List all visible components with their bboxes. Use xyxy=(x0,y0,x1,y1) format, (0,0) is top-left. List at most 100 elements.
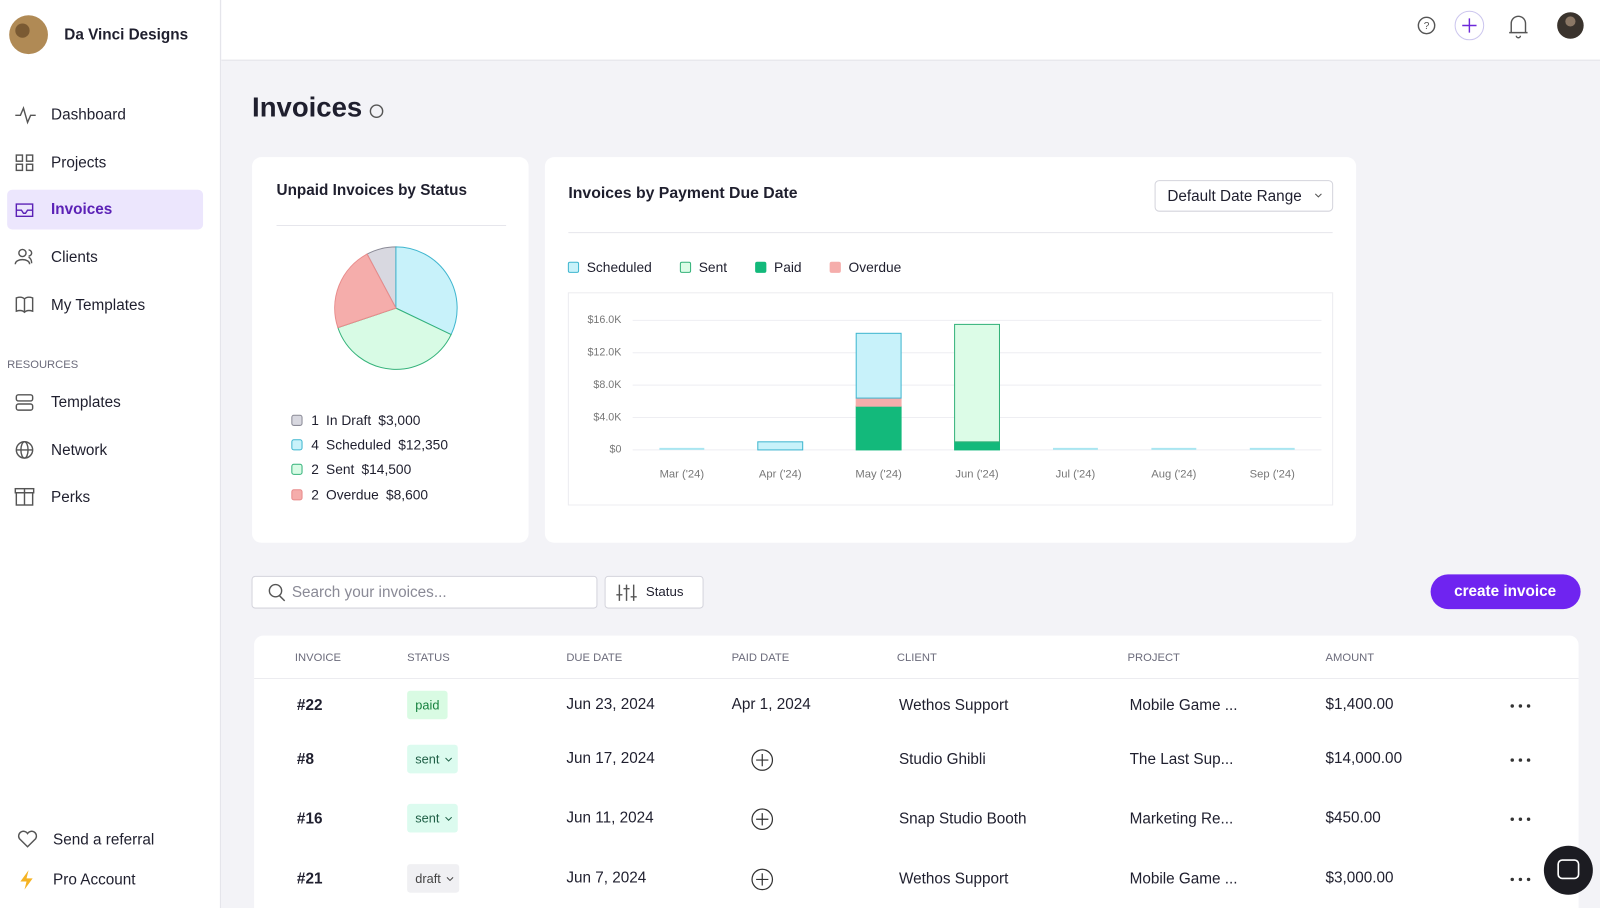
legend-swatch xyxy=(291,439,303,451)
info-icon[interactable] xyxy=(369,104,384,119)
bar-segment xyxy=(757,441,804,451)
row-menu-dot[interactable] xyxy=(1526,704,1531,708)
legend-text: In Draft xyxy=(326,413,371,428)
legend-label: Sent xyxy=(699,260,727,275)
due-date: Jun 11, 2024 xyxy=(566,809,654,826)
row-menu-dot[interactable] xyxy=(1518,877,1523,882)
search-box[interactable] xyxy=(251,575,598,609)
date-range-select[interactable] xyxy=(1154,180,1334,212)
chat-launcher[interactable] xyxy=(1543,845,1593,895)
legend-text: Scheduled xyxy=(326,437,391,452)
pie-slice xyxy=(395,246,458,336)
project: Mobile Game ... xyxy=(1130,697,1238,714)
resource-item[interactable]: Templates xyxy=(51,394,121,411)
bell-icon[interactable] xyxy=(1509,15,1528,39)
column-header: DUE DATE xyxy=(566,652,622,664)
nav-item[interactable]: Invoices xyxy=(51,201,112,218)
add-glyph xyxy=(1462,18,1477,33)
invoice-number[interactable]: #22 xyxy=(297,697,323,714)
resource-item[interactable]: Perks xyxy=(51,489,90,506)
plot-frame xyxy=(567,292,1334,506)
invoice-number[interactable]: #21 xyxy=(297,870,323,887)
status-text: draft xyxy=(415,871,441,886)
row-menu-dot[interactable] xyxy=(1518,758,1523,762)
row-menu-dot[interactable] xyxy=(1526,877,1531,882)
mark-paid-button[interactable] xyxy=(751,749,774,771)
x-tick-label: Jun ('24) xyxy=(955,468,999,480)
pie-slice xyxy=(337,307,452,370)
amount: $450.00 xyxy=(1326,809,1381,826)
invoice-number[interactable]: #16 xyxy=(297,810,323,827)
help-icon[interactable] xyxy=(1417,16,1436,35)
column-header: AMOUNT xyxy=(1326,652,1375,664)
status-pill[interactable] xyxy=(407,803,458,833)
pie-slice xyxy=(334,253,397,329)
nav-item[interactable]: My Templates xyxy=(51,297,145,314)
row-menu-dot[interactable] xyxy=(1510,704,1514,708)
chat-glyph xyxy=(1557,859,1580,880)
amount: $3,000.00 xyxy=(1326,869,1394,886)
invoice-table xyxy=(254,635,1579,908)
mark-paid-button[interactable] xyxy=(751,868,774,891)
project: Marketing Re... xyxy=(1130,810,1234,827)
create-invoice-button[interactable] xyxy=(1430,574,1581,610)
row-menu-dot[interactable] xyxy=(1526,817,1531,821)
bar-segment xyxy=(855,405,902,451)
y-tick-label: $12.0K xyxy=(587,347,622,359)
legend-swatch xyxy=(291,463,303,475)
help-glyph: ? xyxy=(1424,21,1430,32)
nav-item[interactable]: Dashboard xyxy=(51,106,126,123)
row-menu-dot[interactable] xyxy=(1518,704,1523,708)
filter-icon xyxy=(616,584,637,601)
footer-item[interactable]: Send a referral xyxy=(53,832,154,849)
legend-swatch xyxy=(291,414,303,426)
client: Snap Studio Booth xyxy=(899,810,1027,827)
brand-avatar[interactable] xyxy=(9,15,48,55)
date-range-label: Default Date Range xyxy=(1167,188,1301,205)
column-header: CLIENT xyxy=(897,652,937,664)
legend-text: $14,500 xyxy=(361,462,411,477)
y-tick-label: $0 xyxy=(610,444,622,456)
legend-swatch xyxy=(755,261,767,273)
paid-date: Apr 1, 2024 xyxy=(732,696,812,713)
row-menu-dot[interactable] xyxy=(1510,877,1514,882)
mark-paid-glyph xyxy=(756,873,769,886)
chart-title: Unpaid Invoices by Status xyxy=(277,182,467,199)
column-header: STATUS xyxy=(407,652,450,664)
brand-avatar-detail xyxy=(15,23,30,38)
page-title: Invoices xyxy=(252,91,362,122)
projects-icon xyxy=(15,154,34,172)
create-invoice-label: create invoice xyxy=(1454,583,1556,600)
status-filter[interactable] xyxy=(604,575,704,609)
footer-item[interactable]: Pro Account xyxy=(53,872,136,889)
network-icon xyxy=(15,441,34,459)
active-nav-bg xyxy=(7,189,204,230)
nav-item[interactable]: Clients xyxy=(51,249,98,266)
column-header: PAID DATE xyxy=(732,652,790,664)
brand-name[interactable]: Da Vinci Designs xyxy=(64,27,188,44)
status-pill[interactable] xyxy=(407,864,460,893)
sidebar xyxy=(0,0,221,908)
row-menu-dot[interactable] xyxy=(1510,758,1514,762)
row-menu-dot[interactable] xyxy=(1526,758,1531,762)
search-icon-handle xyxy=(279,595,286,602)
resource-item[interactable]: Network xyxy=(51,442,107,459)
y-tick-label: $16.0K xyxy=(587,314,622,326)
legend-text: 1 xyxy=(311,413,319,428)
client: Studio Ghibli xyxy=(899,751,986,768)
amount: $1,400.00 xyxy=(1326,696,1394,713)
legend-text: Overdue xyxy=(326,487,379,502)
bar-segment xyxy=(954,323,1000,443)
status-pill[interactable] xyxy=(407,744,458,774)
client: Wethos Support xyxy=(899,870,1009,887)
x-tick-label: Jul ('24) xyxy=(1056,468,1096,480)
row-menu-dot[interactable] xyxy=(1518,817,1523,821)
invoice-number[interactable]: #8 xyxy=(297,751,315,768)
legend-label: Scheduled xyxy=(587,260,652,275)
dashboard-icon xyxy=(15,106,36,125)
row-menu-dot[interactable] xyxy=(1510,817,1514,821)
nav-item[interactable]: Projects xyxy=(51,154,107,171)
mark-paid-button[interactable] xyxy=(751,808,774,831)
status-pill xyxy=(407,690,448,720)
